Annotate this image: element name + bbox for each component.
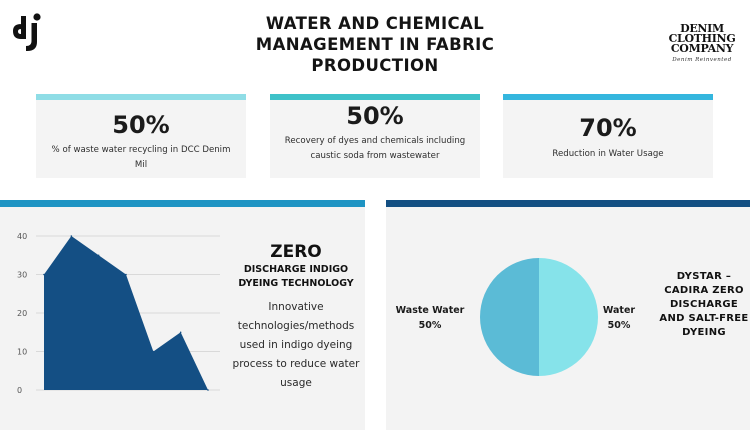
data-point <box>179 331 182 334</box>
stat-card-recycling: 50% % of waste water recycling in DCC De… <box>36 94 246 178</box>
data-point <box>97 254 100 257</box>
dystar-panel: Waste Water 50% Water 50% DYSTAR – CADIR… <box>386 200 750 430</box>
brand-line-1: DENIM <box>680 22 724 35</box>
stat-value: 70% <box>579 114 637 142</box>
y-tick-label: 10 <box>17 348 27 357</box>
data-point <box>207 389 209 391</box>
zero-heading: ZERO <box>270 242 322 262</box>
brand-logo: DENIM CLOTHING COMPANY Denim Reinvented <box>662 22 742 63</box>
area-chart: 0 10 20 30 40 <box>17 232 220 395</box>
stat-accent-bar <box>270 94 480 100</box>
stat-card-reduction: 70% Reduction in Water Usage <box>503 94 713 178</box>
panel-accent-bar <box>386 200 750 207</box>
pie-label-percent: 50% <box>607 320 631 331</box>
y-tick-label: 0 <box>17 386 22 395</box>
zero-discharge-panel: 0 10 20 30 40 ZERO DISCHARGE INDIGO DYEING T… <box>0 200 365 430</box>
brand-line-2: CLOTHING <box>668 32 736 45</box>
pie-label-waste-water: Waste Water 50% <box>392 303 468 333</box>
stat-card-recovery: 50% Recovery of dyes and chemicals inclu… <box>270 94 480 178</box>
stat-description: % of waste water recycling in DCC Denim … <box>51 145 231 170</box>
dystar-title: DYSTAR – CADIRA ZERO DISCHARGE AND SALT-… <box>659 271 749 338</box>
stat-accent-bar <box>36 94 246 100</box>
pie-slice-waste-water <box>480 258 539 376</box>
data-point <box>70 235 73 237</box>
y-tick-label: 20 <box>17 309 27 318</box>
stat-description: Reduction in Water Usage <box>552 149 664 159</box>
data-point <box>152 350 155 353</box>
pie-chart <box>480 258 598 376</box>
dj-logo <box>13 13 41 51</box>
stat-accent-bar <box>503 94 713 100</box>
pie-label-water: Water 50% <box>598 303 640 333</box>
zero-description: Innovative technologies/methods used in … <box>232 301 360 389</box>
pie-label-percent: 50% <box>418 320 442 331</box>
pie-slice-water <box>539 258 598 376</box>
pie-label-name: Waste Water <box>395 305 465 316</box>
area-series <box>44 236 208 390</box>
y-tick-label: 40 <box>17 232 27 241</box>
page-title: WATER AND CHEMICAL MANAGEMENT IN FABRIC … <box>255 14 495 75</box>
pie-label-name: Water <box>602 305 636 316</box>
stat-description: Recovery of dyes and chemicals including… <box>284 136 466 161</box>
data-point <box>125 273 127 276</box>
brand-line-3: COMPANY <box>670 42 734 55</box>
data-point <box>43 273 45 276</box>
panel-accent-bar <box>0 200 365 207</box>
zero-subheading: DISCHARGE INDIGO DYEING TECHNOLOGY <box>238 264 354 289</box>
y-tick-label: 30 <box>17 271 27 280</box>
stat-value: 50% <box>346 102 404 130</box>
brand-tagline: Denim Reinvented <box>672 57 732 63</box>
stat-value: 50% <box>112 111 170 139</box>
